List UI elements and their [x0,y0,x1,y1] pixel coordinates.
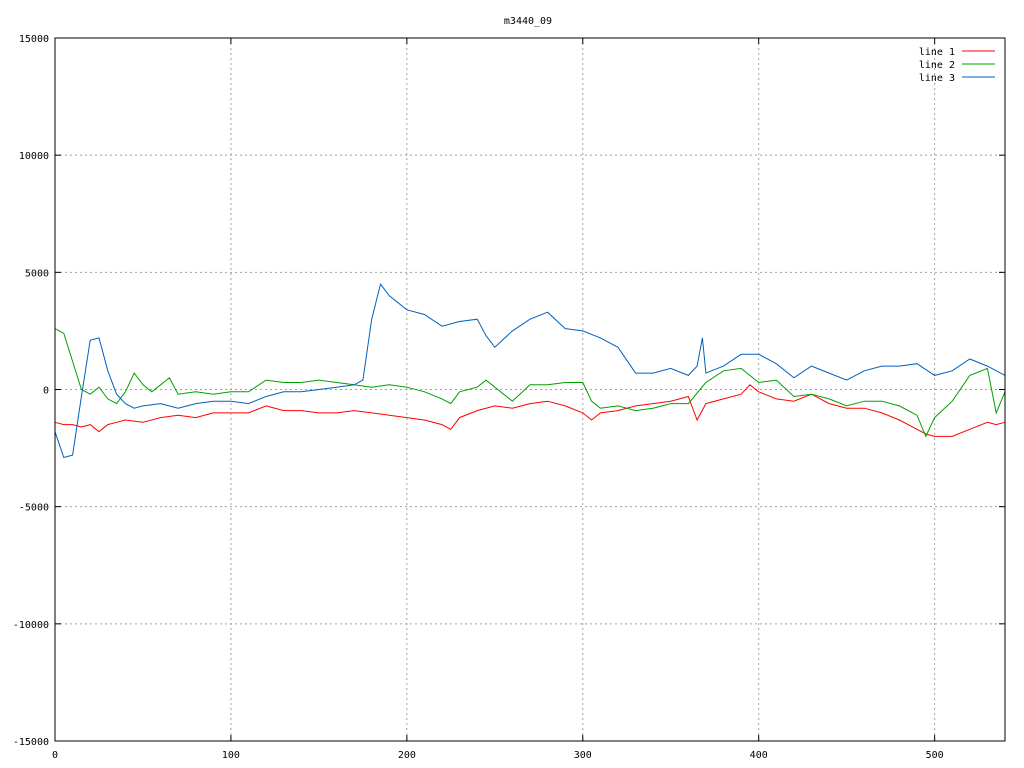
plot-frame [54,37,1006,742]
legend-label: line 3 [919,73,955,84]
y-tick-label: -5000 [19,503,49,514]
legend-label: line 2 [919,60,955,71]
grid-lines [55,38,1005,741]
x-tick-label: 200 [398,750,416,761]
x-tick-label: 0 [52,750,58,761]
x-tick-label: 400 [750,750,768,761]
series-lines [54,282,1006,459]
axis-ticks: -15000 -10000 -5000 0 5000 10000 15000 0 100 200 3… [13,34,1005,761]
x-tick-label: 500 [926,750,944,761]
legend-label: line 1 [919,47,955,58]
y-tick-label: 15000 [19,34,49,45]
series-line-2 [54,328,1006,438]
y-tick-label: 0 [43,386,49,397]
legend: line 1 line 2 line 3 [919,47,995,84]
y-tick-label: -10000 [13,620,49,631]
y-tick-label: 5000 [25,268,49,279]
x-tick-label: 300 [574,750,592,761]
y-tick-label: 10000 [19,151,49,162]
series-line-1 [54,384,1006,437]
chart-title: m3440_09 [504,16,552,27]
y-tick-label: -15000 [13,737,49,748]
series-line-3 [54,282,1006,459]
x-tick-label: 100 [222,750,240,761]
